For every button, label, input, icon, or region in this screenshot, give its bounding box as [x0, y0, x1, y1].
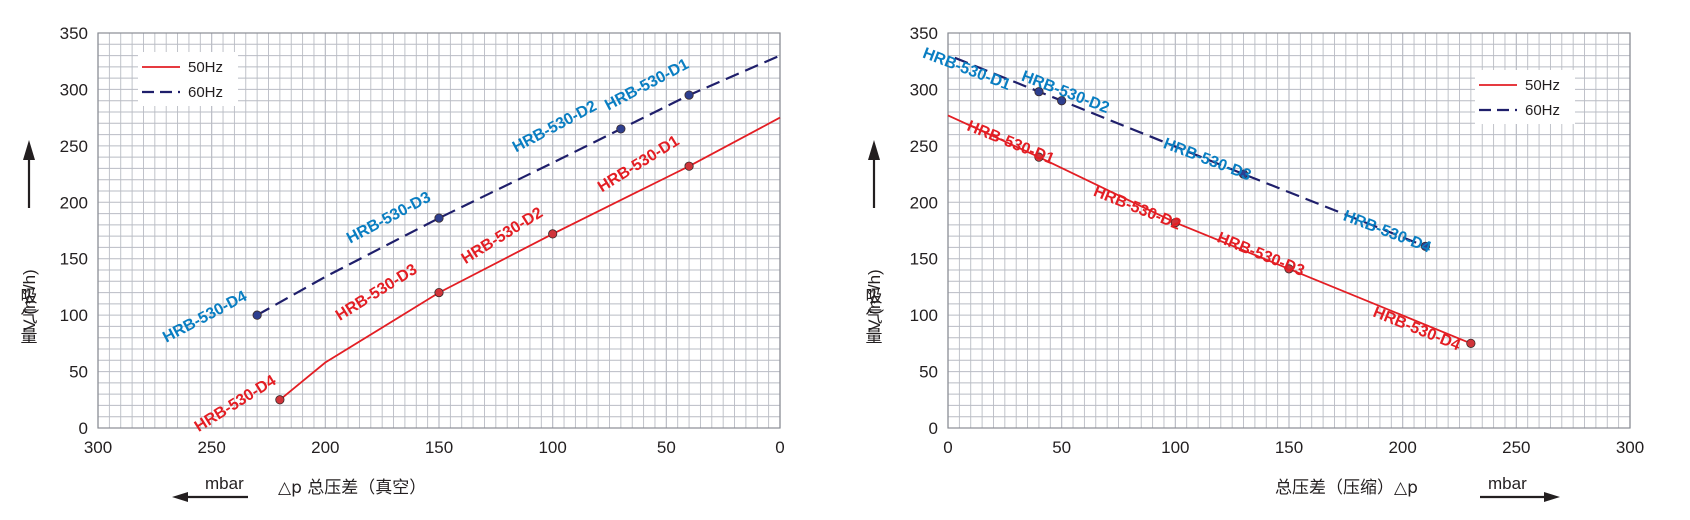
- legend-label-50Hz: 50Hz: [1525, 77, 1560, 94]
- x-tick-label: 0: [943, 438, 952, 457]
- legend-label-60Hz: 60Hz: [1525, 102, 1560, 119]
- x-tick-label: 150: [1275, 438, 1303, 457]
- chart-pressure: 0 50 100 150 200 250 300 0 50 100 150 200 250 300 350 V…: [865, 24, 1644, 502]
- legend-box: [1475, 70, 1575, 124]
- y-tick-label: 250: [60, 137, 88, 156]
- point-label: HRB-530-D1: [595, 133, 683, 196]
- data-point: [1284, 264, 1294, 274]
- plot-border: [97, 32, 781, 429]
- y-axis-arrow-head: [23, 140, 35, 160]
- x-axis-label: △p 总压差（真空）: [278, 478, 426, 498]
- y-tick-label: 200: [60, 193, 88, 212]
- data-point: [275, 395, 285, 405]
- y-axis-label-cn-char: 量: [866, 327, 883, 347]
- y-tick-label: 200: [910, 193, 938, 212]
- y-tick-label: 0: [79, 419, 88, 438]
- y-axis-label: V (m³/h): [20, 269, 39, 330]
- point-label: HRB-530-D3: [344, 189, 434, 247]
- x-unit-arrow-head: [172, 492, 188, 502]
- y-tick-label: 300: [910, 80, 938, 99]
- y-axis-label-cn-char: 量: [21, 327, 38, 347]
- data-point: [1466, 338, 1476, 348]
- y-tick-label: 250: [910, 137, 938, 156]
- point-label: HRB-530-D3: [1215, 229, 1307, 279]
- point-label: HRB-530-D4: [1371, 304, 1463, 354]
- point-label: HRB-530-D2: [510, 98, 600, 156]
- legend: 50Hz 60Hz: [1475, 70, 1575, 124]
- x-axis-unit: mbar: [205, 474, 244, 493]
- point-label: HRB-530-D1: [965, 118, 1057, 168]
- data-point: [1057, 96, 1067, 106]
- y-tick-label: 350: [60, 24, 88, 43]
- x-tick-label: 250: [197, 438, 225, 457]
- data-point: [1034, 87, 1044, 97]
- y-axis-label-cn-char: 气: [866, 307, 883, 327]
- x-tick-label: 300: [84, 438, 112, 457]
- x-tick-label: 100: [1161, 438, 1189, 457]
- y-tick-label: 100: [60, 306, 88, 325]
- data-point: [684, 161, 694, 171]
- point-label: HRB-530-D2: [1019, 68, 1112, 117]
- y-axis-label-cn-char: 吸: [21, 287, 38, 307]
- x-tick-label: 0: [775, 438, 784, 457]
- y-tick-label: 0: [929, 419, 938, 438]
- data-point: [434, 213, 444, 223]
- y-axis-label-cn-char: 气: [21, 307, 38, 327]
- y-axis-label-cn-char: 吸: [866, 287, 883, 307]
- x-tick-label: 100: [538, 438, 566, 457]
- x-tick-label: 200: [311, 438, 339, 457]
- point-label: HRB-530-D1: [602, 56, 692, 114]
- y-tick-label: 50: [919, 363, 938, 382]
- y-axis-label: V (m³/h): [865, 269, 884, 330]
- x-axis-label: 总压差（压缩）△p: [1275, 478, 1418, 498]
- data-point: [434, 287, 444, 298]
- y-tick-label: 150: [910, 250, 938, 269]
- legend-label-60Hz: 60Hz: [188, 84, 223, 101]
- point-label: HRB-530-D4: [1341, 208, 1434, 257]
- y-tick-label: 300: [60, 80, 88, 99]
- x-tick-label: 200: [1388, 438, 1416, 457]
- x-tick-label: 50: [1052, 438, 1071, 457]
- point-label: HRB-530-D4: [192, 372, 280, 435]
- legend-box: [138, 52, 238, 106]
- data-point: [1420, 241, 1431, 251]
- y-axis-arrow-head: [868, 140, 880, 160]
- data-point: [1034, 152, 1044, 162]
- data-point: [616, 124, 626, 134]
- legend-label-50Hz: 50Hz: [188, 59, 223, 76]
- x-tick-label: 50: [657, 438, 676, 457]
- x-unit-arrow-head: [1544, 492, 1560, 502]
- data-point: [1238, 169, 1249, 179]
- data-point: [1170, 218, 1180, 228]
- y-tick-label: 350: [910, 24, 938, 43]
- y-tick-label: 50: [69, 363, 88, 382]
- x-tick-label: 300: [1616, 438, 1644, 457]
- y-tick-label: 100: [910, 306, 938, 325]
- x-tick-label: 250: [1502, 438, 1530, 457]
- data-point: [548, 229, 558, 239]
- y-tick-label: 150: [60, 250, 88, 269]
- x-axis-unit: mbar: [1488, 474, 1527, 493]
- chart-vacuum: 300 250 200 150 100 50 0 0 50 100 150 200 250 300 350 V…: [20, 24, 785, 502]
- data-point: [684, 90, 694, 100]
- x-tick-label: 150: [425, 438, 453, 457]
- data-point: [252, 310, 262, 320]
- plot-border: [947, 32, 1631, 429]
- legend: 50Hz 60Hz: [138, 52, 238, 106]
